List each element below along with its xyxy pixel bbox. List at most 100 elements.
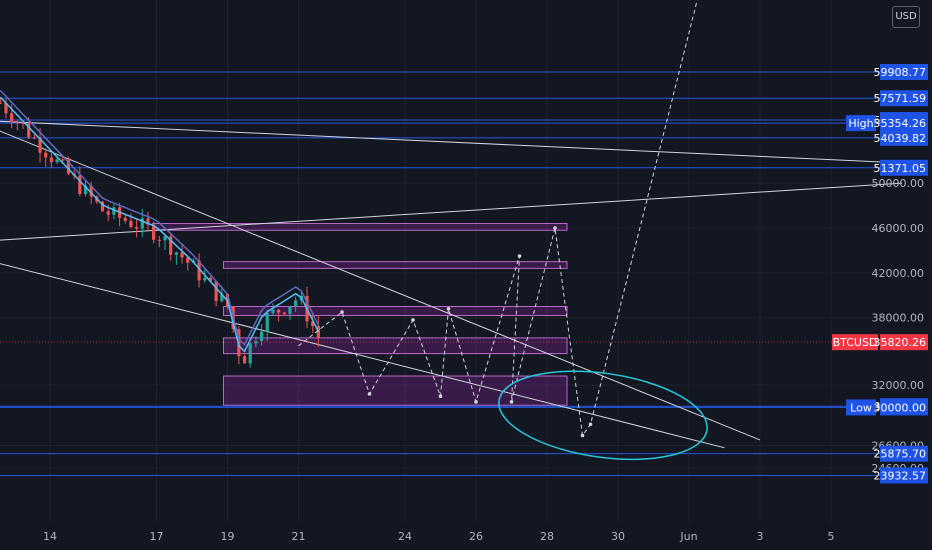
projection-point [588,422,593,427]
candle-body [27,123,31,138]
level-price-bg [880,129,928,146]
level-price-bg [880,399,928,416]
trend-line [0,182,903,241]
candle-body [49,157,54,163]
candle-body [265,312,269,332]
candle-body [157,239,161,241]
candle-body [288,306,292,314]
candle-body [106,211,110,215]
candle-body [78,175,82,195]
trend-line [0,120,903,164]
candle-body [146,218,150,225]
level-price-bg [880,90,928,107]
projection-point [509,400,514,404]
projection-point [367,392,372,396]
last-price-bg [880,334,928,351]
currency-label[interactable]: USD [892,6,920,28]
x-tick-label: 28 [540,530,554,543]
x-tick-label: 3 [757,530,764,543]
candle-body [259,331,264,342]
candle-body [10,113,14,123]
y-tick-label: 50000.00 [872,177,925,190]
time-axis[interactable]: 14 17 19 21 24 26 28 30 Jun 3 5 [43,530,835,543]
candle-body [112,207,116,215]
candle-body [277,309,281,313]
projection-point [340,310,344,314]
candle-body [89,185,93,197]
candle-body [61,159,65,161]
candle-body [242,356,247,364]
x-tick-label: 30 [611,530,625,543]
candle-body [152,224,156,240]
candle-body [282,312,286,314]
moving-average-line [0,96,320,353]
candle-body [248,343,252,364]
y-tick-label: 42000.00 [872,267,925,280]
x-tick-label: 19 [221,530,235,543]
moving-average-line [0,89,320,346]
level-tag-bg [846,399,876,416]
projection-point [580,433,585,438]
trend-line [0,263,725,449]
trend-lines [0,120,903,449]
candle-body [44,152,48,158]
level-price-label: 57571.59 [874,92,927,105]
projection-point [438,394,443,399]
candle-body [294,300,298,307]
projection-point [446,306,451,311]
candle-body [180,252,184,258]
level-price-bg [880,64,928,81]
symbol-tag: BTCUSD [833,336,878,349]
y-tick-label: 32000.00 [872,379,925,392]
candle-body [163,236,167,241]
x-tick-label: 17 [150,530,164,543]
level-price-label: 51371.05 [874,162,927,175]
last-price-label: 35820.26 [874,336,927,349]
price-tags: 59908.7757571.5955626.63High55354.265403… [0,64,928,484]
level-tag: High [848,117,873,130]
moving-averages [0,89,320,353]
zone-rect [223,306,568,316]
grid [0,0,880,522]
candle-body [214,281,218,302]
symbol-tag-bg [832,334,878,351]
projection-line [298,0,698,437]
level-price-bg [880,159,928,176]
candle-body [197,260,201,281]
candle-body [135,226,139,229]
x-tick-label: 26 [469,530,483,543]
candle-body [66,159,71,174]
candle-body [220,294,224,302]
candle-body [100,201,105,212]
x-tick-label: 24 [398,530,412,543]
level-tag: Low [850,401,872,414]
x-tick-label: 14 [43,530,57,543]
candle-body [316,325,320,339]
horizontal-levels [0,71,880,476]
candle-body [140,218,144,229]
level-tag-bg [846,115,876,132]
x-tick-label: 5 [828,530,835,543]
candle-body [186,257,190,263]
zone-rect [223,375,568,406]
level-price-label: 25875.70 [874,448,927,461]
zone-rect [223,261,568,269]
projection-point [474,400,478,404]
candle-body [38,137,42,153]
projection-point [553,226,557,230]
y-tick-label: 38000.00 [872,312,925,325]
y-tick-label: 46000.00 [872,222,925,235]
candle-body [4,102,8,114]
candle-body [0,102,2,104]
projection-path [298,0,698,438]
target-ellipse [498,370,708,461]
x-tick-label: Jun [679,530,697,543]
candle-body [203,277,207,281]
level-price-bg [880,115,928,132]
target-ellipse-shape [498,370,708,461]
price-zones [152,223,568,406]
level-price-label: 23932.57 [874,469,927,482]
candle-body [311,321,315,326]
candle-body [15,122,19,124]
